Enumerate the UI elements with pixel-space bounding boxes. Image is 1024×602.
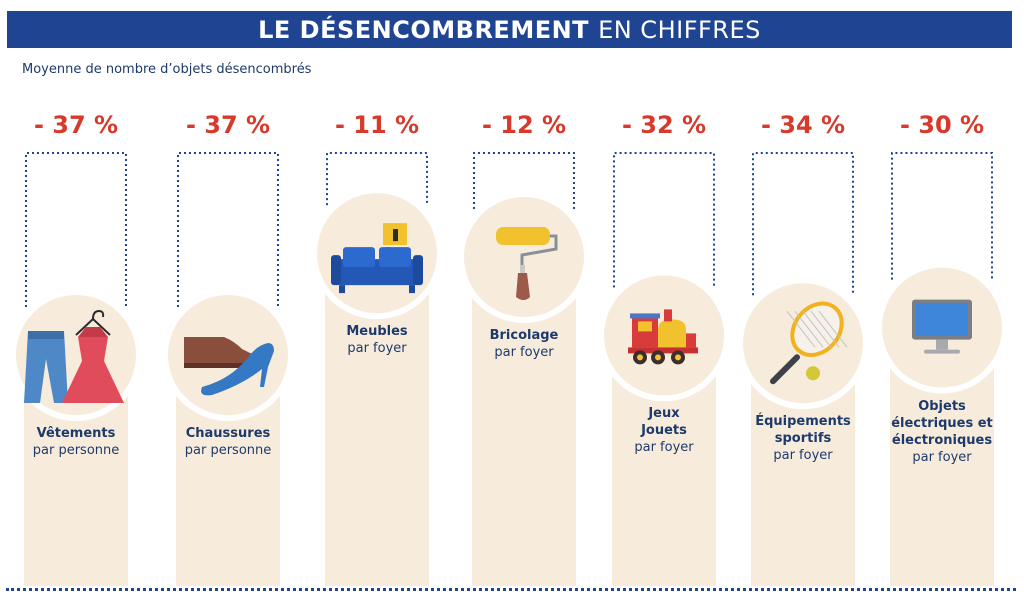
category-name: sportifs <box>774 431 832 447</box>
bar-2 <box>162 152 294 586</box>
category-label: Chaussures par personne <box>168 425 288 459</box>
title-bold: LE DÉSENCOMBREMENT <box>258 15 590 44</box>
category-name: électroniques <box>891 432 993 448</box>
chart-subtitle: Moyenne de nombre d’objets désencombrés <box>22 62 312 77</box>
category-name: Chaussures <box>185 426 271 441</box>
paint-roller-icon <box>496 227 558 301</box>
category-name: Objets <box>918 398 966 414</box>
category-unit: par foyer <box>912 449 972 465</box>
bar-1 <box>10 152 142 586</box>
category-name: Vêtements <box>36 426 116 441</box>
monitor-icon <box>912 299 972 354</box>
sofa-icon <box>331 223 423 294</box>
bar-circle <box>464 197 584 318</box>
bar-4 <box>458 152 590 586</box>
bar-bracket <box>473 152 575 210</box>
bar-7 <box>876 152 1008 586</box>
value-label: - 37 % <box>33 111 119 139</box>
value-label: - 30 % <box>899 111 985 139</box>
category-name: Équipements <box>755 414 851 430</box>
category-name: Jeux <box>648 406 680 422</box>
category-name: Jouets <box>641 423 687 439</box>
category-label: Meubles par foyer <box>317 323 437 357</box>
bar-bracket <box>613 152 715 288</box>
value-label: - 32 % <box>621 111 707 139</box>
category-label: Objets électriques et électroniques par foy… <box>882 398 1002 466</box>
title-banner: LE DÉSENCOMBREMENT EN CHIFFRES <box>7 11 1012 48</box>
shoes-icon <box>184 337 274 396</box>
clothes-icon <box>24 309 124 403</box>
category-label: Jeux Jouets par foyer <box>604 405 724 456</box>
title-light: EN CHIFFRES <box>598 15 761 44</box>
value-label: - 37 % <box>185 111 271 139</box>
category-name: Meubles <box>346 324 408 340</box>
bar-bracket <box>891 152 993 280</box>
category-unit: par foyer <box>494 345 554 361</box>
category-unit: par foyer <box>347 341 407 357</box>
bar-6 <box>737 152 869 586</box>
category-unit: par foyer <box>634 440 694 456</box>
bottom-divider <box>6 588 1016 591</box>
category-unit: par personne <box>32 443 120 458</box>
bar-bracket <box>752 152 854 296</box>
bar-circle <box>317 193 437 314</box>
value-label: - 11 % <box>334 111 420 139</box>
category-label: Vêtements par personne <box>16 425 136 459</box>
tennis-racket-icon <box>770 301 848 385</box>
category-unit: par foyer <box>773 448 833 464</box>
category-label: Bricolage par foyer <box>464 327 584 361</box>
bar-bracket <box>25 152 127 307</box>
bar-5 <box>598 152 730 586</box>
category-label: Équipements sportifs par foyer <box>743 413 863 464</box>
category-unit: par personne <box>184 443 272 458</box>
category-name: Bricolage <box>489 328 559 344</box>
bar-bracket <box>177 152 279 307</box>
bar-bracket <box>326 152 428 206</box>
value-label: - 12 % <box>481 111 567 139</box>
value-label: - 34 % <box>760 111 846 139</box>
bar-3 <box>311 152 443 587</box>
category-name: électriques et <box>891 415 993 431</box>
toy-train-icon <box>628 309 698 365</box>
